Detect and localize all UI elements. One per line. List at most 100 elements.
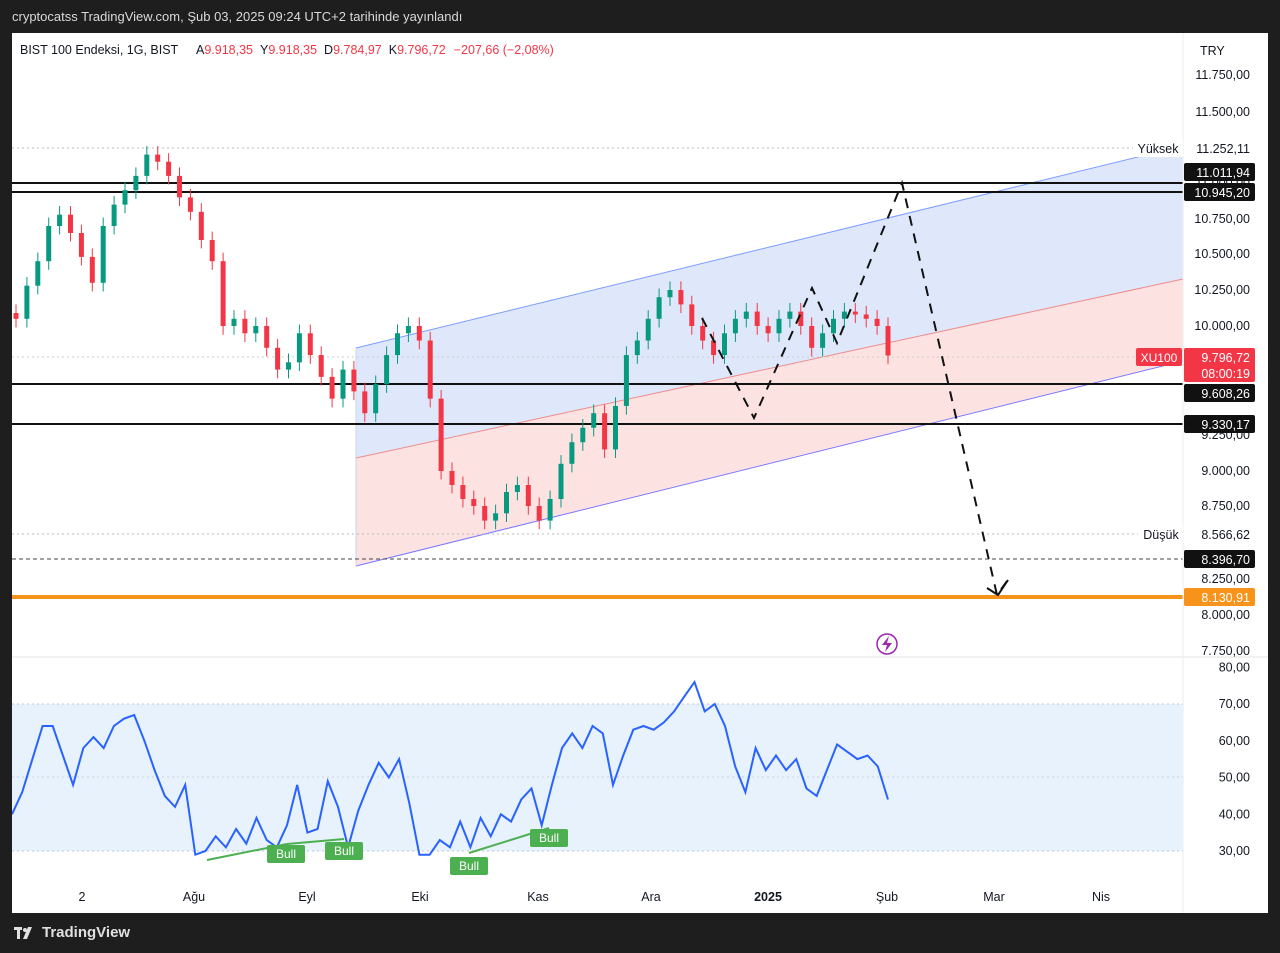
- candle-body: [416, 326, 422, 341]
- candle-body: [307, 333, 313, 356]
- channel-upper-line: [355, 145, 1184, 349]
- candle-body: [264, 326, 270, 348]
- bull-badge-1[interactable]: Bull: [267, 845, 305, 863]
- candle-body: [318, 355, 324, 377]
- candle-body: [57, 214, 63, 226]
- time-tick-label: Mar: [983, 890, 1005, 904]
- candle-body: [667, 290, 673, 298]
- price-tick-label: 11.500,00: [1195, 105, 1250, 119]
- candle-body: [482, 506, 488, 521]
- candle-body: [395, 333, 400, 356]
- candle-body: [89, 256, 95, 283]
- candle-body: [863, 314, 869, 319]
- candle-body: [613, 405, 618, 450]
- channel-lower-line: [355, 360, 1184, 567]
- candle-body: [46, 226, 52, 262]
- chart-svg[interactable]: Bull Bull Bull Bull BIST 100 Endeksi, 1G…: [12, 33, 1268, 913]
- candle-body: [700, 326, 706, 341]
- bull-label: Bull: [276, 847, 296, 861]
- candle-body: [187, 197, 193, 212]
- bull-label: Bull: [334, 844, 354, 858]
- candle-body: [841, 311, 847, 319]
- time-tick-label: Kas: [527, 890, 549, 904]
- candle-body: [100, 226, 106, 283]
- price-tick-label: 10.250,00: [1194, 283, 1250, 297]
- legend-low: 9.784,97: [333, 43, 382, 57]
- time-tick-label: 2: [79, 890, 86, 904]
- tag-9330: 9.330,17: [1184, 415, 1255, 433]
- price-tick-label: 9.000,00: [1201, 464, 1250, 478]
- bull-badge-4[interactable]: Bull: [530, 829, 568, 847]
- candle-body: [133, 175, 139, 191]
- candle-body: [787, 311, 793, 319]
- projection-path-tail: [986, 579, 1009, 597]
- candle-body: [471, 499, 477, 506]
- candle-body: [722, 333, 727, 356]
- symbol-legend[interactable]: BIST 100 Endeksi, 1G, BIST A9.918,35 Y9.9…: [20, 43, 554, 57]
- tag-xu100-countdown: 08:00:19: [1201, 367, 1250, 381]
- candle-body: [35, 261, 41, 286]
- candle-body: [732, 318, 738, 334]
- tag-xu100-label: XU100: [1141, 351, 1178, 365]
- tag-xu100-value: 9.796,72: [1201, 351, 1250, 365]
- candle-body: [874, 318, 880, 326]
- candle-body: [405, 326, 411, 334]
- candle-body: [754, 311, 760, 326]
- brand-name: TradingView: [42, 924, 131, 941]
- candle-body: [558, 463, 564, 499]
- candle-body: [514, 485, 520, 492]
- candle-body: [68, 214, 73, 233]
- rsi-tick-label: 40,00: [1219, 807, 1250, 821]
- time-tick-label: Nis: [1092, 890, 1110, 904]
- projection-path: [701, 179, 1008, 598]
- tag-yuksek-label: Yüksek: [1138, 142, 1180, 156]
- time-tick-label: Eyl: [298, 890, 315, 904]
- tag-10945-value: 10.945,20: [1194, 186, 1250, 200]
- tag-xu100: XU100 9.796,72 08:00:19: [1136, 348, 1255, 382]
- chart-panel[interactable]: Bull Bull Bull Bull BIST 100 Endeksi, 1G…: [12, 33, 1268, 913]
- candle-body: [340, 369, 346, 399]
- rsi-tick-label: 60,00: [1219, 734, 1250, 748]
- price-tick-label: 8.250,00: [1201, 572, 1250, 586]
- rsi-tick-label: 70,00: [1219, 697, 1250, 711]
- candle-body: [536, 506, 542, 521]
- legend-ohlc: A9.918,35 Y9.918,35 D9.784,97 K9.796,72 −207…: [196, 43, 554, 57]
- candle-body: [296, 333, 302, 363]
- candle-body: [645, 318, 651, 341]
- candle-body: [885, 326, 891, 356]
- candle-body: [831, 318, 836, 334]
- price-tick-label: 10.000,00: [1194, 319, 1250, 333]
- candle-body: [438, 398, 444, 471]
- price-tick-label: 11.750,00: [1195, 68, 1250, 82]
- bull-label: Bull: [539, 831, 559, 845]
- currency-label[interactable]: TRY: [1200, 44, 1225, 58]
- candle-body: [231, 318, 237, 326]
- lightning-icon[interactable]: [876, 633, 898, 655]
- time-tick-label: Şub: [876, 890, 898, 904]
- rsi-line: [12, 679, 889, 857]
- candle-body: [122, 190, 128, 205]
- tag-yuksek-value: 11.252,11: [1196, 142, 1250, 156]
- legend-high: 9.918,35: [268, 43, 317, 57]
- tag-yuksek: Yüksek 11.252,11: [1133, 139, 1250, 157]
- candle-body: [242, 318, 248, 334]
- bull-badge-3[interactable]: Bull: [450, 857, 488, 875]
- candle-body: [569, 442, 575, 464]
- candle-body: [373, 384, 379, 414]
- rsi-tick-label: 50,00: [1219, 771, 1250, 785]
- candle-body: [591, 413, 597, 428]
- time-tick-label: 2025: [754, 890, 782, 904]
- legend-change: −207,66 (−2,08%): [454, 43, 554, 57]
- candle-body: [351, 369, 357, 392]
- tradingview-logo[interactable]: TradingView: [14, 924, 130, 941]
- legend-open-label: A: [196, 43, 205, 57]
- tag-9330-value: 9.330,17: [1201, 418, 1250, 432]
- bull-badge-2[interactable]: Bull: [325, 842, 363, 860]
- tag-8396-value: 8.396,70: [1201, 553, 1250, 567]
- tag-dusuk-value: 8.566,62: [1201, 528, 1250, 542]
- tag-8130-value: 8.130,91: [1201, 591, 1250, 605]
- candle-body: [525, 485, 531, 506]
- candle-body: [580, 427, 586, 443]
- candle-body: [427, 340, 433, 399]
- candle-body: [504, 492, 509, 514]
